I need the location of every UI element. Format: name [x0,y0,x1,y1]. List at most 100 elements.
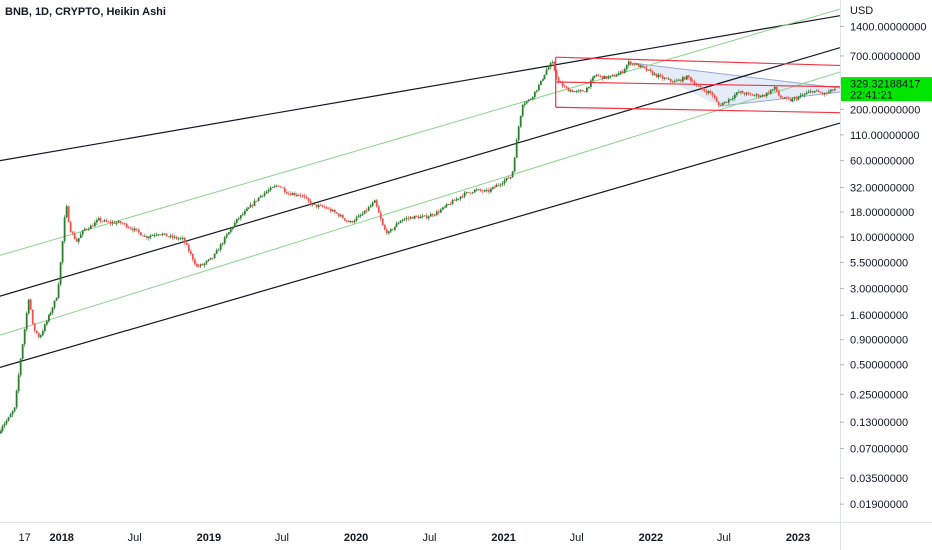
candle-body[interactable] [747,92,750,94]
candle-body[interactable] [519,115,522,127]
candle-body[interactable] [45,321,48,325]
candle-body[interactable] [385,229,388,234]
candle-body[interactable] [275,185,278,187]
candle-body[interactable] [833,88,836,91]
candle-body[interactable] [255,200,258,202]
candle-body[interactable] [475,189,478,191]
candle-body[interactable] [743,93,746,95]
candle-body[interactable] [277,185,280,187]
candle-body[interactable] [667,78,670,80]
candle-body[interactable] [525,101,528,104]
candle-body[interactable] [211,257,214,259]
candle-body[interactable] [223,237,226,244]
candle-body[interactable] [797,96,800,100]
candle-body[interactable] [189,251,192,254]
candle-body[interactable] [701,87,704,90]
candle-body[interactable] [279,186,282,188]
candle-body[interactable] [53,300,56,308]
candle-body[interactable] [153,235,156,236]
candle-body[interactable] [727,99,730,103]
candle-body[interactable] [505,177,508,181]
candle-body[interactable] [733,94,736,99]
candle-body[interactable] [493,186,496,188]
candle-body[interactable] [565,86,568,89]
candle-body[interactable] [157,234,160,236]
candle-body[interactable] [517,126,520,141]
candle-body[interactable] [511,171,514,178]
candle-body[interactable] [619,71,622,74]
candle-body[interactable] [709,91,712,93]
candle-body[interactable] [681,77,684,82]
candle-body[interactable] [85,228,88,230]
candle-body[interactable] [615,75,618,77]
candle-body[interactable] [379,212,382,219]
candle-body[interactable] [393,226,396,230]
candle-body[interactable] [171,235,174,238]
candle-body[interactable] [551,62,554,64]
candle-body[interactable] [775,86,778,92]
candle-body[interactable] [0,431,2,434]
candle-body[interactable] [611,75,614,77]
candle-body[interactable] [33,323,36,331]
candle-body[interactable] [91,225,94,227]
candle-body[interactable] [421,215,424,217]
candle-body[interactable] [107,221,110,223]
candle-body[interactable] [143,235,146,237]
candle-body[interactable] [689,77,692,81]
candle-body[interactable] [13,407,16,412]
candle-body[interactable] [635,63,638,65]
candle-body[interactable] [453,200,456,201]
candle-body[interactable] [717,101,720,105]
candle-body[interactable] [95,219,98,223]
candle-body[interactable] [405,218,408,219]
candle-body[interactable] [401,219,404,221]
candle-body[interactable] [75,238,78,242]
candle-body[interactable] [561,82,564,87]
candle-body[interactable] [323,206,326,208]
candle-body[interactable] [145,235,148,239]
candle-body[interactable] [437,211,440,213]
price-tag[interactable] [841,77,932,102]
channel-lower-green[interactable] [0,71,840,336]
candle-body[interactable] [159,234,162,236]
candle-body[interactable] [209,257,212,260]
candle-body[interactable] [657,74,660,77]
candle-body[interactable] [97,218,100,220]
candle-body[interactable] [9,414,12,418]
candle-body[interactable] [521,104,524,116]
candle-body[interactable] [583,91,586,93]
candle-body[interactable] [15,391,18,408]
candle-body[interactable] [239,215,242,219]
candle-body[interactable] [487,189,490,192]
candle-body[interactable] [25,313,28,330]
candle-body[interactable] [241,214,244,216]
candle-body[interactable] [43,324,46,332]
candle-body[interactable] [373,200,376,203]
candle-body[interactable] [343,218,346,221]
candle-body[interactable] [413,215,416,219]
candle-body[interactable] [737,92,740,93]
channel-mid-black[interactable] [0,47,840,297]
candle-body[interactable] [789,99,792,102]
candle-body[interactable] [825,92,828,94]
candle-body[interactable] [513,157,516,172]
candle-body[interactable] [65,206,68,218]
candle-body[interactable] [57,284,60,299]
candle-body[interactable] [173,236,176,238]
candle-body[interactable] [409,217,412,219]
candle-body[interactable] [741,91,744,94]
candle-body[interactable] [109,221,112,224]
candle-body[interactable] [607,76,610,79]
candle-body[interactable] [1,426,4,432]
candle-body[interactable] [67,206,70,223]
candle-body[interactable] [87,228,90,230]
candle-body[interactable] [337,213,340,217]
candle-body[interactable] [605,76,608,79]
candle-body[interactable] [799,95,802,97]
candle-body[interactable] [335,212,338,214]
candle-body[interactable] [301,195,304,197]
candle-body[interactable] [195,263,198,267]
candle-body[interactable] [351,221,354,223]
candle-body[interactable] [177,238,180,240]
candle-body[interactable] [535,90,538,92]
